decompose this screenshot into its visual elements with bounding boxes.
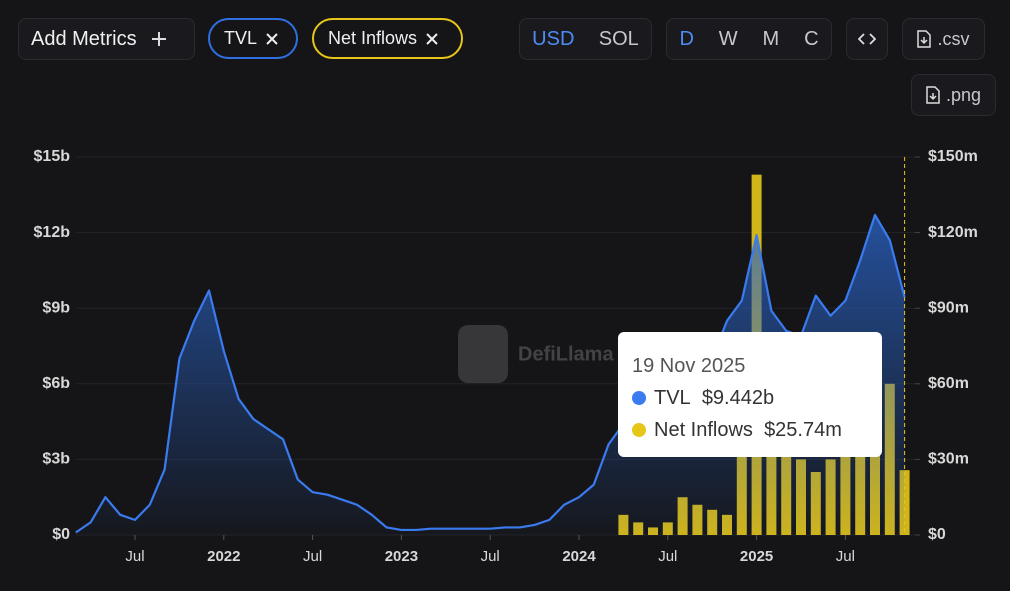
y-tick-label: $15b — [34, 148, 71, 165]
watermark-logo — [458, 325, 508, 383]
metric-label: Net Inflows — [328, 28, 418, 48]
tooltip-row: TVL $9.442b — [632, 382, 868, 414]
y2-tick-label: $90m — [928, 299, 969, 316]
tooltip-value: $9.442b — [701, 386, 775, 409]
inflow-bar — [662, 522, 673, 535]
inflow-bar — [736, 446, 747, 535]
png-label: .png — [945, 84, 982, 105]
tooltip-name: TVL — [654, 386, 691, 409]
y2-tick-label: $150m — [928, 148, 978, 165]
y2-tick-label: $60m — [928, 375, 969, 392]
y-tick-label: $0 — [52, 526, 70, 543]
x-tick-label: 2024 — [562, 548, 596, 565]
tooltip-value: $25.74m — [764, 418, 842, 441]
watermark: DefiLlama — [458, 325, 614, 383]
x-tick-label: Jul — [303, 548, 322, 565]
y2-tick-label: $0 — [928, 526, 946, 543]
metric-pill[interactable]: Net Inflows — [312, 18, 463, 59]
tooltip: 19 Nov 2025 TVL $9.442b Net Inflows $25.… — [618, 332, 882, 457]
file-icon — [917, 30, 932, 48]
y-tick-label: $6b — [42, 375, 70, 392]
currency-toggle: USD SOL — [519, 18, 652, 60]
tooltip-name: Net Inflows — [654, 418, 753, 441]
inflow-bar — [648, 527, 658, 535]
period-option[interactable]: M — [762, 27, 780, 50]
x-tick-label: Jul — [481, 548, 500, 565]
embed-button[interactable] — [846, 18, 888, 60]
file-icon — [926, 86, 940, 104]
inflow-bar — [707, 509, 718, 535]
metric-pill[interactable]: TVL — [208, 18, 298, 59]
y-tick-label: $12b — [34, 224, 71, 241]
inflow-bar — [796, 459, 806, 535]
add-metrics-label: Add Metrics — [31, 27, 137, 50]
watermark-text: DefiLlama — [518, 343, 614, 365]
inflow-bar — [677, 497, 688, 535]
tooltip-row: Net Inflows $25.74m — [632, 414, 868, 446]
metric-label: TVL — [224, 28, 258, 48]
period-toggle: D W M C — [666, 18, 832, 60]
tooltip-date: 19 Nov 2025 — [632, 354, 746, 377]
add-metrics-button[interactable]: Add Metrics — [18, 18, 195, 60]
x-tick-label: 2025 — [740, 548, 773, 565]
x-tick-label: Jul — [125, 548, 144, 565]
y2-tick-label: $120m — [928, 224, 978, 241]
y2-tick-label: $30m — [928, 451, 969, 468]
close-icon[interactable] — [265, 32, 279, 46]
plus-icon — [151, 32, 166, 46]
inflow-bar — [810, 472, 821, 535]
x-tick-label: 2023 — [385, 548, 418, 565]
png-button[interactable]: .png — [911, 74, 996, 116]
inflow-bar — [884, 383, 895, 535]
tooltip-dot — [632, 391, 646, 405]
csv-label: .csv — [937, 28, 970, 49]
currency-option[interactable]: USD — [532, 27, 575, 50]
inflow-bar — [840, 446, 851, 535]
close-icon[interactable] — [425, 32, 439, 46]
tooltip-dot — [632, 423, 646, 437]
currency-option[interactable]: SOL — [598, 27, 639, 50]
inflow-bar — [899, 470, 910, 535]
inflow-bar — [692, 504, 703, 535]
y-tick-label: $3b — [42, 451, 70, 468]
csv-button[interactable]: .csv — [902, 18, 985, 60]
inflow-bar — [825, 459, 836, 535]
inflow-bar — [722, 514, 732, 535]
x-tick-label: Jul — [658, 548, 677, 565]
period-option[interactable]: D — [679, 27, 694, 50]
code-icon — [858, 33, 876, 45]
y-tick-label: $9b — [42, 299, 70, 316]
inflow-bar — [633, 522, 644, 535]
inflow-bar — [781, 446, 792, 535]
period-option[interactable]: W — [718, 27, 738, 50]
period-option[interactable]: C — [804, 27, 819, 50]
x-tick-label: Jul — [836, 548, 855, 565]
inflow-bar — [618, 514, 629, 535]
x-tick-label: 2022 — [207, 548, 240, 565]
